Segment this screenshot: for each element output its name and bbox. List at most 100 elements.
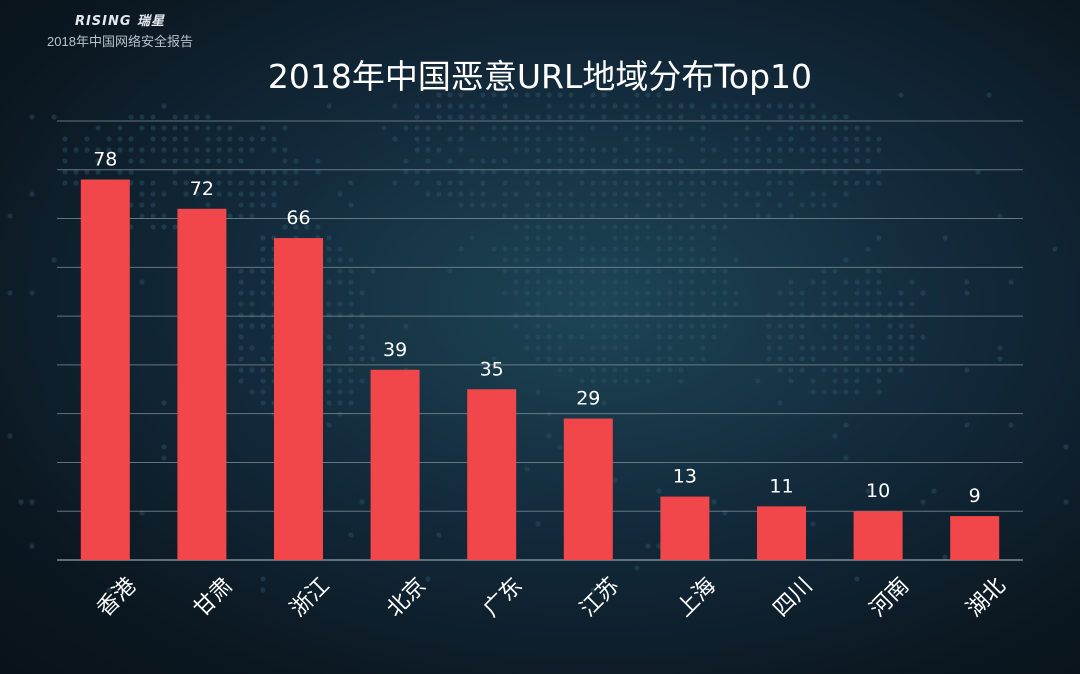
background-dot bbox=[667, 169, 673, 175]
background-dot bbox=[810, 521, 816, 527]
bar-7 bbox=[660, 496, 710, 560]
background-dot bbox=[733, 147, 739, 153]
background-dot bbox=[601, 279, 607, 285]
background-dot bbox=[634, 257, 640, 263]
background-dot bbox=[799, 114, 805, 120]
background-dot bbox=[843, 257, 849, 263]
background-dot bbox=[414, 125, 420, 131]
background-dot bbox=[689, 180, 695, 186]
background-dot bbox=[271, 180, 277, 186]
background-dot bbox=[326, 345, 332, 351]
background-dot bbox=[535, 213, 541, 219]
background-dot bbox=[260, 246, 266, 252]
background-dot bbox=[139, 147, 145, 153]
background-dot bbox=[799, 169, 805, 175]
background-dot bbox=[656, 367, 662, 373]
background-dot bbox=[337, 268, 343, 274]
background-dot bbox=[546, 224, 552, 230]
background-dot bbox=[832, 367, 838, 373]
background-dot bbox=[733, 180, 739, 186]
x-tick-label-8: 四川 bbox=[769, 573, 818, 622]
background-dot bbox=[7, 433, 13, 439]
background-dot bbox=[799, 103, 805, 109]
background-dot bbox=[645, 136, 651, 142]
background-dot bbox=[139, 114, 145, 120]
background-dot bbox=[876, 378, 882, 384]
background-dot bbox=[590, 246, 596, 252]
background-dot bbox=[601, 202, 607, 208]
background-dot bbox=[359, 356, 365, 362]
background-dot bbox=[964, 290, 970, 296]
background-dot bbox=[755, 158, 761, 164]
background-dot bbox=[502, 180, 508, 186]
background-dot bbox=[601, 576, 607, 582]
background-dot bbox=[315, 224, 321, 230]
x-tick-label-7: 上海 bbox=[672, 573, 721, 622]
background-dot bbox=[854, 279, 860, 285]
background-dot bbox=[645, 356, 651, 362]
background-dot bbox=[645, 114, 651, 120]
background-dot bbox=[667, 103, 673, 109]
background-dot bbox=[656, 202, 662, 208]
background-dot bbox=[524, 334, 530, 340]
background-dot bbox=[733, 103, 739, 109]
background-dot bbox=[557, 334, 563, 340]
background-dot bbox=[898, 345, 904, 351]
background-dot bbox=[634, 323, 640, 329]
background-dot bbox=[722, 103, 728, 109]
background-dot bbox=[557, 158, 563, 164]
background-dot bbox=[557, 92, 563, 98]
background-dot bbox=[260, 367, 266, 373]
background-dot bbox=[623, 378, 629, 384]
background-dot bbox=[238, 356, 244, 362]
background-dot bbox=[326, 235, 332, 241]
background-dot bbox=[722, 114, 728, 120]
background-dot bbox=[84, 136, 90, 142]
background-dot bbox=[590, 587, 596, 593]
background-dot bbox=[590, 268, 596, 274]
background-dot bbox=[524, 301, 530, 307]
background-dot bbox=[590, 356, 596, 362]
background-dot bbox=[260, 169, 266, 175]
background-dot bbox=[634, 565, 640, 571]
background-dot bbox=[909, 279, 915, 285]
background-dot bbox=[425, 125, 431, 131]
background-dot bbox=[623, 158, 629, 164]
background-dot bbox=[777, 136, 783, 142]
background-dot bbox=[293, 224, 299, 230]
background-dot bbox=[854, 345, 860, 351]
background-dot bbox=[821, 202, 827, 208]
background-dot bbox=[777, 114, 783, 120]
background-dot bbox=[810, 125, 816, 131]
background-dot bbox=[106, 136, 112, 142]
background-dot bbox=[348, 257, 354, 263]
background-dot bbox=[601, 323, 607, 329]
background-dot bbox=[183, 191, 189, 197]
background-dot bbox=[524, 125, 530, 131]
background-dot bbox=[777, 323, 783, 329]
background-dot bbox=[579, 257, 585, 263]
background-dot bbox=[612, 158, 618, 164]
background-dot bbox=[282, 158, 288, 164]
background-dot bbox=[843, 191, 849, 197]
background-dot bbox=[480, 114, 486, 120]
background-dot bbox=[326, 257, 332, 263]
background-dot bbox=[1008, 422, 1014, 428]
background-dot bbox=[579, 378, 585, 384]
background-dot bbox=[843, 158, 849, 164]
background-dot bbox=[535, 246, 541, 252]
background-dot bbox=[810, 147, 816, 153]
background-dot bbox=[557, 246, 563, 252]
background-dot bbox=[535, 301, 541, 307]
background-dot bbox=[645, 147, 651, 153]
background-dot bbox=[579, 136, 585, 142]
background-dot bbox=[95, 125, 101, 131]
background-dot bbox=[458, 147, 464, 153]
background-dot bbox=[843, 389, 849, 395]
background-dot bbox=[161, 103, 167, 109]
background-dot bbox=[700, 334, 706, 340]
background-dot bbox=[260, 257, 266, 263]
background-dot bbox=[579, 103, 585, 109]
background-dot bbox=[524, 466, 530, 472]
data-label-3: 66 bbox=[286, 207, 310, 229]
